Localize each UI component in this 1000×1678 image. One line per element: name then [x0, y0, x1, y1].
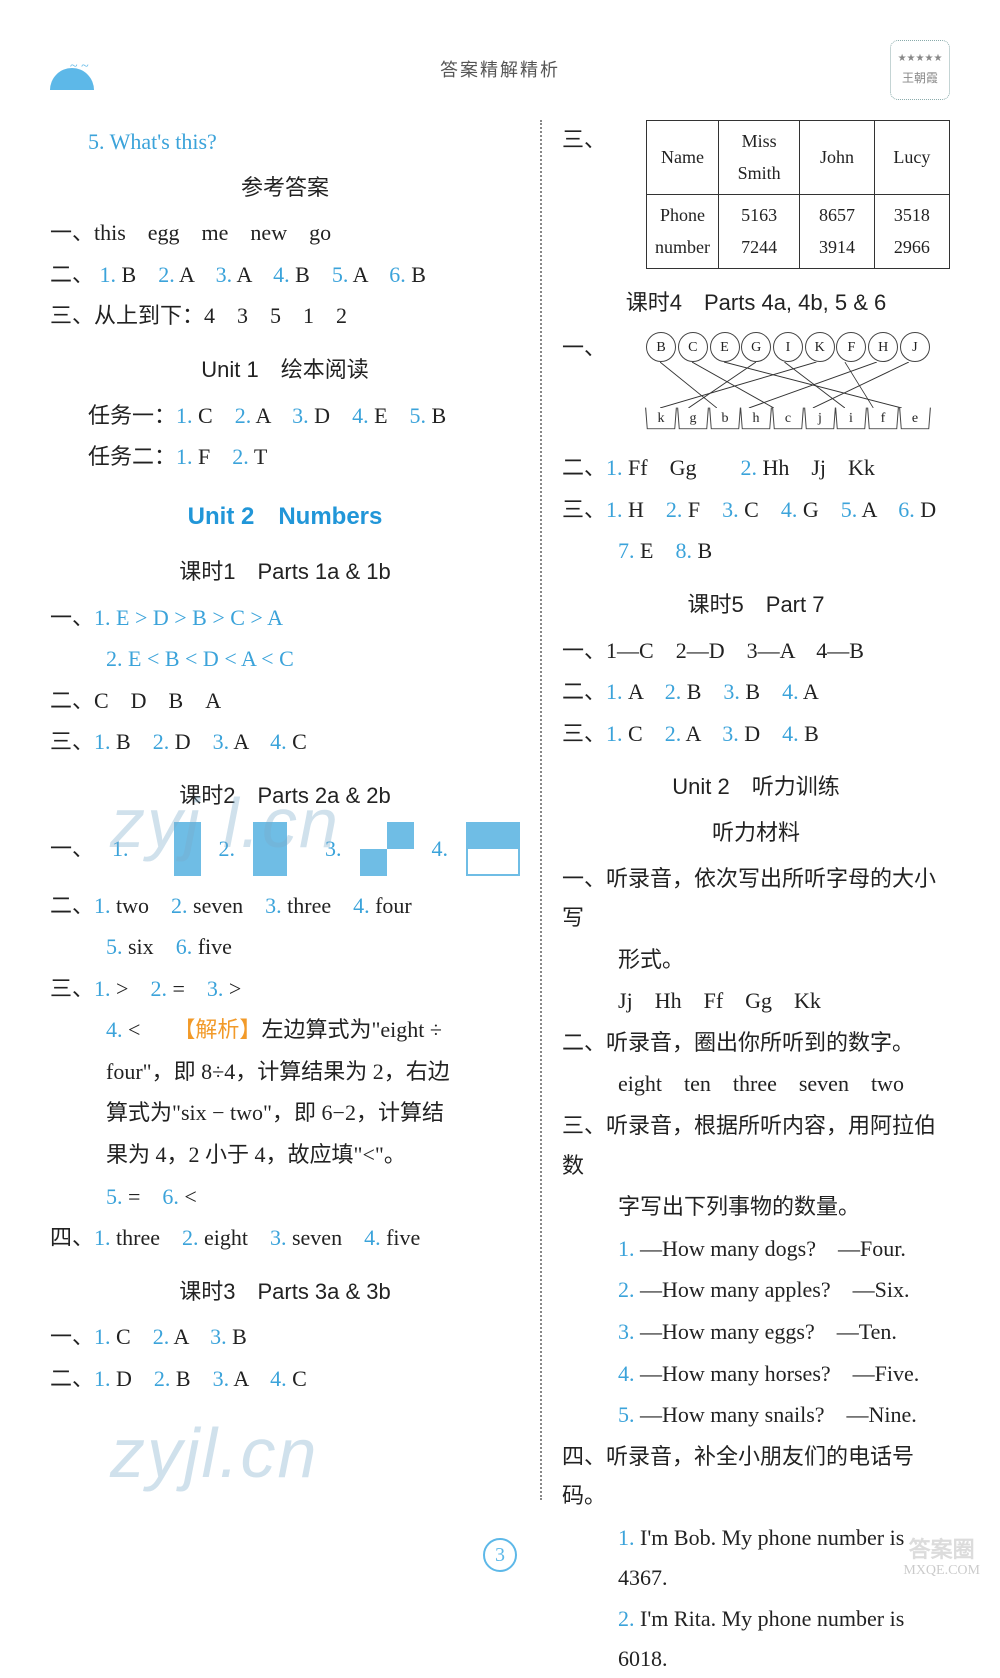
line-1: 一、this egg me new go: [50, 213, 520, 253]
lesson1-head: 课时1 Parts 1a & 1b: [50, 552, 520, 592]
k2-shapes: 一、 1. 2. 3. 4.: [50, 822, 520, 876]
k2-l2a: 二、1. two 2. seven 3. three 4. four: [50, 886, 520, 926]
phone-table: NameMiss SmithJohnLucy Phonenumber5163 7…: [646, 120, 950, 269]
badge-icon: ★★★★★王朝霞: [890, 40, 950, 100]
line-3: 三、从上到下：4 3 5 1 2: [50, 296, 520, 336]
task2-line: 任务二：1. F 2. T: [88, 437, 520, 477]
unit1-reading-head: Unit 1 绘本阅读: [50, 350, 520, 390]
list-item: 3. —How many eggs? —Ten.: [618, 1312, 950, 1352]
lesson2-head: 课时2 Parts 2a & 2b: [50, 776, 520, 816]
k2-l2b: 5. six 6. five: [106, 927, 520, 967]
k2-l3c: 5. = 6. <: [106, 1177, 520, 1217]
li1b: 形式。: [618, 940, 950, 980]
listen-material-head: 听力材料: [562, 813, 950, 853]
letter-map: BCEGIKFHJ: [646, 332, 930, 442]
li2b: eight ten three seven two: [618, 1064, 950, 1104]
k5-l3: 三、1. C 2. A 3. D 4. B: [562, 714, 950, 754]
k5-l1: 一、1—C 2—D 3—A 4—B: [562, 631, 950, 671]
column-divider: [540, 120, 542, 1500]
k1-line1a: 一、1. E > D > B > C > A: [50, 598, 520, 638]
line-2: 二、 1. B 2. A 3. A 4. B 5. A 6. B: [50, 255, 520, 295]
k1-line3: 三、1. B 2. D 3. A 4. C: [50, 722, 520, 762]
unit2-listen-head: Unit 2 听力训练: [562, 767, 950, 807]
unit2-heading: Unit 2 Numbers: [50, 495, 520, 538]
li3a: 三、听录音，根据所听内容，用阿拉伯数: [562, 1106, 950, 1185]
k1-line1b: 2. E < B < D < A < C: [106, 639, 520, 679]
lesson5-head: 课时5 Part 7: [562, 585, 950, 625]
left-column: 5. What's this? 参考答案 一、this egg me new g…: [50, 120, 520, 1500]
letter-map-row: 一、 BCEGIKFHJ: [562, 328, 950, 446]
k4-l3a: 三、1. H 2. F 3. C 4. G 5. A 6. D: [562, 490, 950, 530]
li1a: 一、听录音，依次写出所听字母的大小写: [562, 859, 950, 938]
answers-heading: 参考答案: [50, 168, 520, 208]
k4-l2: 二、1. Ff Gg 2. Hh Jj Kk: [562, 448, 950, 488]
k2-explain3: 算式为"six − two"，即 6−2，计算结: [106, 1093, 520, 1133]
list-item: 2. I'm Rita. My phone number is 6018.: [618, 1599, 950, 1678]
k2-explain: 4. < 【解析】左边算式为"eight ÷: [106, 1010, 520, 1050]
page-number: 3: [0, 1534, 1000, 1574]
k2-l3a: 三、1. > 2. = 3. >: [50, 969, 520, 1009]
header-row: ~ ~ 答案精解精析 ★★★★★王朝霞: [50, 40, 950, 100]
table-block: 三、 NameMiss SmithJohnLucy Phonenumber516…: [562, 120, 950, 269]
li4a: 四、听录音，补全小朋友们的电话号码。: [562, 1437, 950, 1516]
li2a: 二、听录音，圈出你所听到的数字。: [562, 1023, 950, 1063]
list-item: 4. —How many horses? —Five.: [618, 1354, 950, 1394]
corner-watermark: 答案圈 MXQE.COM: [903, 1537, 980, 1580]
k3-l2: 二、1. D 2. B 3. A 4. C: [50, 1359, 520, 1399]
list-item: 5. —How many snails? —Nine.: [618, 1395, 950, 1435]
list-item: 1. —How many dogs? —Four.: [618, 1229, 950, 1269]
k3-l1: 一、1. C 2. A 3. B: [50, 1317, 520, 1357]
li3b: 字写出下列事物的数量。: [618, 1187, 950, 1227]
k2-explain4: 果为 4，2 小于 4，故应填"<"。: [106, 1135, 520, 1175]
list-item: 2. —How many apples? —Six.: [618, 1270, 950, 1310]
right-column: 三、 NameMiss SmithJohnLucy Phonenumber516…: [562, 120, 950, 1500]
k1-line2: 二、C D B A: [50, 681, 520, 721]
q5: 5. What's this?: [88, 122, 520, 162]
k2-explain2: four"，即 8÷4，计算结果为 2，右边: [106, 1052, 520, 1092]
lesson4-head: 课时4 Parts 4a, 4b, 5 & 6: [562, 283, 950, 323]
li1c: Jj Hh Ff Gg Kk: [618, 981, 950, 1021]
lesson3-head: 课时3 Parts 3a & 3b: [50, 1272, 520, 1312]
k4-l3b: 7. E 8. B: [618, 531, 950, 571]
map-lines-svg: [660, 362, 916, 408]
k5-l2: 二、1. A 2. B 3. B 4. A: [562, 672, 950, 712]
page: ~ ~ 答案精解精析 ★★★★★王朝霞 5. What's this? 参考答案…: [0, 0, 1000, 1600]
columns: 5. What's this? 参考答案 一、this egg me new g…: [50, 120, 950, 1500]
sun-icon: ~ ~: [50, 50, 110, 90]
k2-l4a: 四、1. three 2. eight 3. seven 4. five: [50, 1218, 520, 1258]
task1-line: 任务一：1. C 2. A 3. D 4. E 5. B: [88, 396, 520, 436]
header-title: 答案精解精析: [440, 54, 560, 86]
